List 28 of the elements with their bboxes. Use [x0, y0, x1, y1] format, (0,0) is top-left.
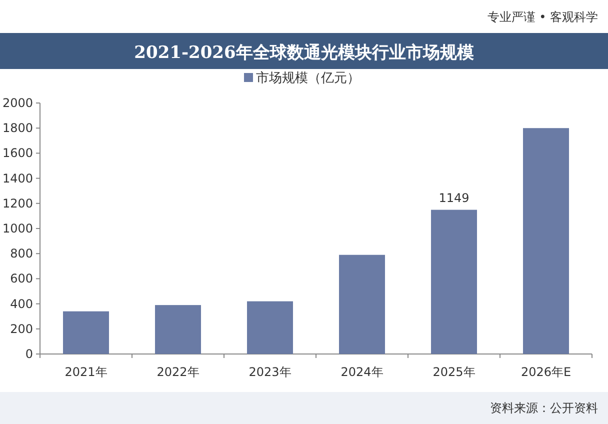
y-tick-label: 600	[10, 272, 33, 286]
x-tick-label: 2025年	[432, 365, 476, 379]
bar	[339, 254, 385, 354]
text: 专业严谨 • 客观科学	[487, 10, 598, 24]
x-tick-label: 2023年	[248, 365, 292, 379]
y-tick-label: 400	[10, 296, 33, 311]
bar	[155, 305, 201, 354]
y-tick-label: 1800	[2, 121, 33, 136]
bar	[523, 128, 569, 354]
x-tick-label: 2024年	[340, 365, 384, 379]
x-tick-label: 2021年	[64, 365, 108, 379]
y-tick-label: 0	[25, 347, 33, 361]
y-tick-label: 200	[10, 322, 33, 336]
y-tick-label: 800	[10, 246, 33, 261]
y-tick-label: 1000	[2, 222, 33, 236]
legend-label: 市场规模（亿元）	[256, 71, 360, 86]
bar	[63, 311, 109, 354]
x-tick-label: 2022年	[156, 365, 200, 379]
chart-title: 2021-2026年全球数通光模块行业市场规模	[134, 43, 474, 63]
x-tick-label: 2026年E	[520, 365, 572, 379]
text: 资料来源：公开资料	[490, 401, 598, 415]
y-tick-label: 1200	[2, 196, 33, 210]
y-tick-label: 1600	[2, 146, 33, 160]
y-tick-label: 2000	[2, 96, 33, 110]
bar	[247, 301, 293, 354]
data-label: 1149	[438, 190, 470, 205]
bar	[431, 210, 477, 354]
y-tick-label: 1400	[2, 171, 33, 186]
